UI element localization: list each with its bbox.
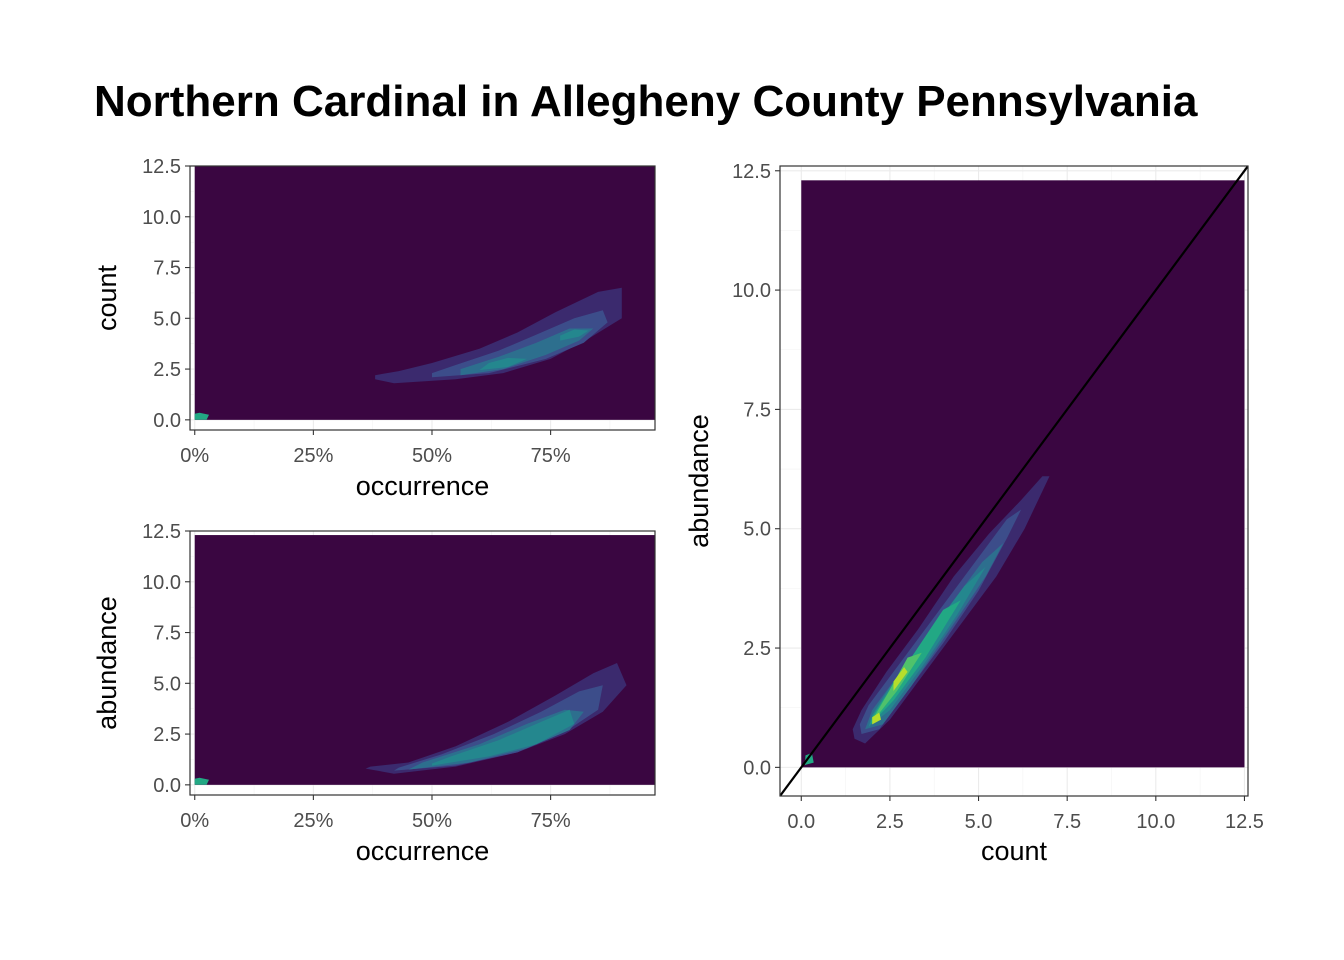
y-tick-label: 5.0 (153, 308, 181, 330)
panel-border (189, 165, 656, 431)
y-tick-label: 10.0 (142, 572, 181, 594)
x-tick-label: 0% (180, 445, 209, 467)
x-axis-title: occurrence (356, 836, 490, 866)
x-tick-label: 7.5 (1053, 811, 1081, 833)
panel-abundance_vs_occurrence: 0% 25% 50% 75% 0.0 2.5 5.0 7.5 10.0 12.5 occurrenc… (92, 521, 656, 866)
density-background (194, 166, 655, 420)
y-tick-label: 10.0 (142, 207, 181, 229)
density-background (194, 535, 655, 785)
contour-band-5 (194, 412, 209, 420)
x-tick-label: 5.0 (965, 811, 993, 833)
contour-band-4 (560, 329, 589, 341)
y-axis-title: abundance (92, 596, 122, 730)
y-tick-label: 7.5 (743, 399, 771, 421)
y-tick-label: 0.0 (153, 775, 181, 797)
panel-border (189, 530, 656, 796)
contour-band-0 (375, 287, 622, 384)
y-tick-label: 5.0 (743, 519, 771, 541)
contour-band-4 (194, 777, 209, 785)
y-tick-label: 7.5 (153, 623, 181, 645)
x-tick-label: 75% (531, 810, 571, 832)
x-tick-label: 25% (293, 445, 333, 467)
contour-band-8 (804, 753, 814, 765)
contour-band-5 (872, 652, 922, 722)
panel-border (779, 165, 1249, 797)
y-tick-label: 0.0 (743, 757, 771, 779)
figure-title: Northern Cardinal in Allegheny County Pe… (94, 77, 1198, 126)
y-axis-title: abundance (684, 414, 714, 548)
x-tick-label: 2.5 (876, 811, 904, 833)
panel-abundance_vs_count: 0.0 2.5 5.0 7.5 10.0 12.5 0.0 2.5 5.0 7.5 10.0 12.5… (684, 161, 1264, 866)
x-tick-label: 25% (293, 810, 333, 832)
x-tick-label: 50% (412, 445, 452, 467)
contour-band-6 (872, 712, 881, 725)
identity-line (780, 166, 1248, 796)
y-tick-label: 5.0 (153, 673, 181, 695)
contour-band-7 (893, 667, 908, 691)
y-axis-title: count (92, 264, 122, 331)
x-tick-label: 0.0 (787, 811, 815, 833)
x-tick-label: 12.5 (1225, 811, 1264, 833)
y-tick-label: 12.5 (732, 161, 771, 183)
contour-band-1 (432, 310, 608, 378)
y-tick-label: 7.5 (153, 258, 181, 280)
density-layer (194, 166, 655, 420)
density-layer (780, 166, 1248, 796)
y-tick-label: 10.0 (732, 280, 771, 302)
x-tick-label: 50% (412, 810, 452, 832)
y-tick-label: 2.5 (153, 359, 181, 381)
y-tick-label: 12.5 (142, 521, 181, 543)
panel-count_vs_occurrence: 0% 25% 50% 75% 0.0 2.5 5.0 7.5 10.0 12.5 occurrenc… (92, 156, 656, 501)
y-tick-label: 0.0 (153, 410, 181, 432)
contour-band-3 (432, 709, 575, 766)
x-tick-label: 10.0 (1136, 811, 1175, 833)
y-tick-label: 2.5 (153, 724, 181, 746)
y-tick-label: 2.5 (743, 638, 771, 660)
x-axis-title: occurrence (356, 471, 490, 501)
x-axis-title: count (981, 836, 1048, 866)
y-tick-label: 12.5 (142, 156, 181, 178)
contour-band-3 (479, 357, 527, 371)
x-tick-label: 75% (531, 445, 571, 467)
x-tick-label: 0% (180, 810, 209, 832)
density-layer (194, 535, 655, 785)
panels: 0% 25% 50% 75% 0.0 2.5 5.0 7.5 10.0 12.5 occurrenc… (92, 156, 1264, 866)
